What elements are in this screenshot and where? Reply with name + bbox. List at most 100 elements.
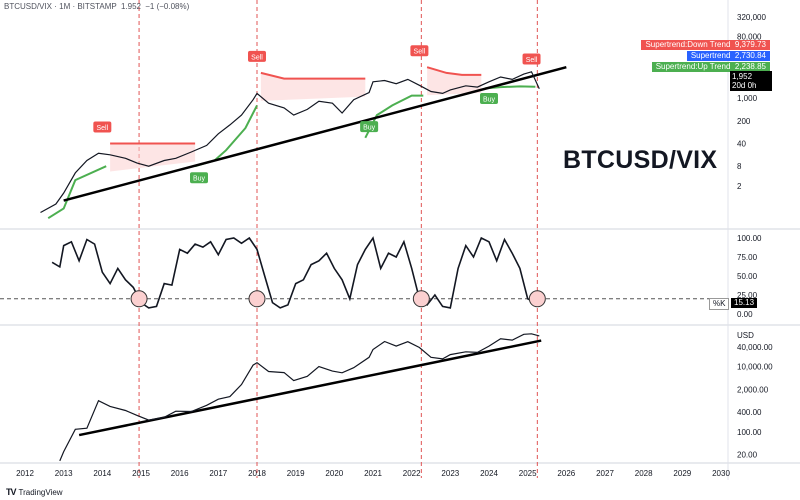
y-tick-label: 10,000.00 <box>737 362 773 371</box>
sell-signal: Sell <box>93 121 112 133</box>
supertrend-label: Supertrend 2,730.84 <box>686 51 770 61</box>
signal-box <box>410 45 429 57</box>
x-tick-label: 2020 <box>325 469 343 478</box>
k-label: %K <box>709 298 730 310</box>
change-value: −1 (−0.08%) <box>145 2 190 11</box>
supertrend-up-segment <box>47 165 107 220</box>
signal-text: Sell <box>96 125 108 132</box>
signal-text: Buy <box>193 176 206 183</box>
sell-signal: Sell <box>410 45 429 57</box>
x-tick-label: 2015 <box>132 469 150 478</box>
oversold-circle <box>248 290 266 308</box>
up-trend-value: 2,238.85 <box>734 62 766 71</box>
signal-box <box>522 53 541 65</box>
buy-signal: Buy <box>480 93 498 105</box>
brand-name: TradingView <box>18 487 63 497</box>
x-tick-label: 2029 <box>673 469 691 478</box>
y-tick-label: 1,000 <box>737 94 758 103</box>
btcusd-panel <box>59 333 542 462</box>
signal-text: Buy <box>363 125 376 132</box>
down-trend-name: Supertrend:Down Trend <box>645 40 731 49</box>
x-tick-label: 2023 <box>441 469 459 478</box>
chart-header: BTCUSD/VIX · 1M · BITSTAMP 1.952 −1 (−0.… <box>4 2 191 11</box>
oversold-circle <box>130 290 148 308</box>
y-tick-label: 40,000.00 <box>737 343 773 352</box>
downtrend-fill <box>110 143 196 172</box>
y-tick-label: 75.00 <box>737 253 758 262</box>
buy-signal: Buy <box>190 172 208 184</box>
stoch-rsi-panel <box>0 236 728 309</box>
x-tick-label: 2026 <box>557 469 575 478</box>
y-tick-label: 80,000 <box>737 32 762 41</box>
y-tick-label: 100.00 <box>737 234 762 243</box>
tradingview-brand[interactable]: TV TradingView <box>6 487 63 497</box>
x-tick-label: 2024 <box>480 469 498 478</box>
x-tick-label: 2022 <box>403 469 421 478</box>
y-tick-label: 400.00 <box>737 408 762 417</box>
x-tick-label: 2030 <box>712 469 730 478</box>
down-trend-label: Supertrend:Down Trend 9,379.73 <box>641 40 770 50</box>
y-tick-label: 2 <box>737 182 742 191</box>
signal-box <box>480 93 498 105</box>
chart-title: BTCUSD/VIX <box>563 146 718 174</box>
signal-text: Sell <box>414 49 426 56</box>
y-tick-label: 8 <box>737 162 742 171</box>
signal-box <box>190 172 208 184</box>
last-value: 1.952 <box>120 2 142 11</box>
y-tick-label: 40 <box>737 140 746 149</box>
oversold-circle <box>412 290 430 308</box>
x-tick-label: 2025 <box>519 469 537 478</box>
signal-box <box>93 121 112 133</box>
x-tick-label: 2014 <box>93 469 111 478</box>
x-tick-label: 2028 <box>635 469 653 478</box>
tradingview-logo-icon: TV <box>6 487 16 497</box>
price-ratio-panel: Sell Buy Sell Buy Sell Buy Sell <box>40 45 567 220</box>
x-tick-label: 2027 <box>596 469 614 478</box>
stoch-k-line <box>51 236 536 309</box>
y-tick-label: 50.00 <box>737 272 758 281</box>
trendline <box>78 339 542 437</box>
supertrend-down-segment <box>260 71 366 80</box>
y-tick-label: 20.00 <box>737 451 758 460</box>
symbol-info[interactable]: BTCUSD/VIX · 1M · BITSTAMP <box>4 2 117 11</box>
usd-label: USD <box>737 331 754 340</box>
supertrend-name: Supertrend <box>690 51 731 60</box>
signal-text: Sell <box>526 57 538 64</box>
y-tick-label: 25.00 <box>737 291 758 300</box>
btcusd-series-line <box>59 333 540 462</box>
supertrend-down-segment <box>426 66 482 76</box>
signal-text: Sell <box>251 54 263 61</box>
x-tick-label: 2017 <box>209 469 227 478</box>
event-lines <box>138 0 538 478</box>
x-tick-label: 2012 <box>16 469 34 478</box>
downtrend-fill <box>427 67 482 96</box>
y-tick-label: 0.00 <box>737 310 753 319</box>
price-badge: 1,952 20d 0h <box>730 71 772 91</box>
sell-signal: Sell <box>248 50 266 62</box>
y-tick-label: 100.00 <box>737 428 762 437</box>
x-axis: 2012 2013 2014 2015 2016 2017 2018 2019 2020 2021… <box>16 469 730 478</box>
signal-text: Buy <box>483 97 496 104</box>
up-trend-name: Supertrend:Up Trend <box>655 62 731 71</box>
down-trend-value: 9,379.73 <box>734 40 766 49</box>
k-value-badge: 15.13 <box>731 298 758 308</box>
downtrend-fill <box>260 72 366 101</box>
x-tick-label: 2018 <box>248 469 266 478</box>
ratio-series-line <box>40 71 540 214</box>
trendline <box>63 65 567 202</box>
buy-signal: Buy <box>360 121 379 133</box>
panel-separators <box>0 0 800 480</box>
oversold-circle <box>528 290 546 308</box>
x-tick-label: 2016 <box>171 469 189 478</box>
x-tick-label: 2013 <box>55 469 73 478</box>
price-value: 1,952 <box>732 72 753 81</box>
sell-signal: Sell <box>522 53 541 65</box>
y-tick-label: 2,000.00 <box>737 385 769 394</box>
x-tick-label: 2019 <box>287 469 305 478</box>
signal-box <box>360 121 379 133</box>
x-tick-label: 2021 <box>364 469 382 478</box>
y-tick-label: 200 <box>737 117 751 126</box>
supertrend-value: 2,730.84 <box>734 51 766 60</box>
signal-box <box>248 50 266 62</box>
